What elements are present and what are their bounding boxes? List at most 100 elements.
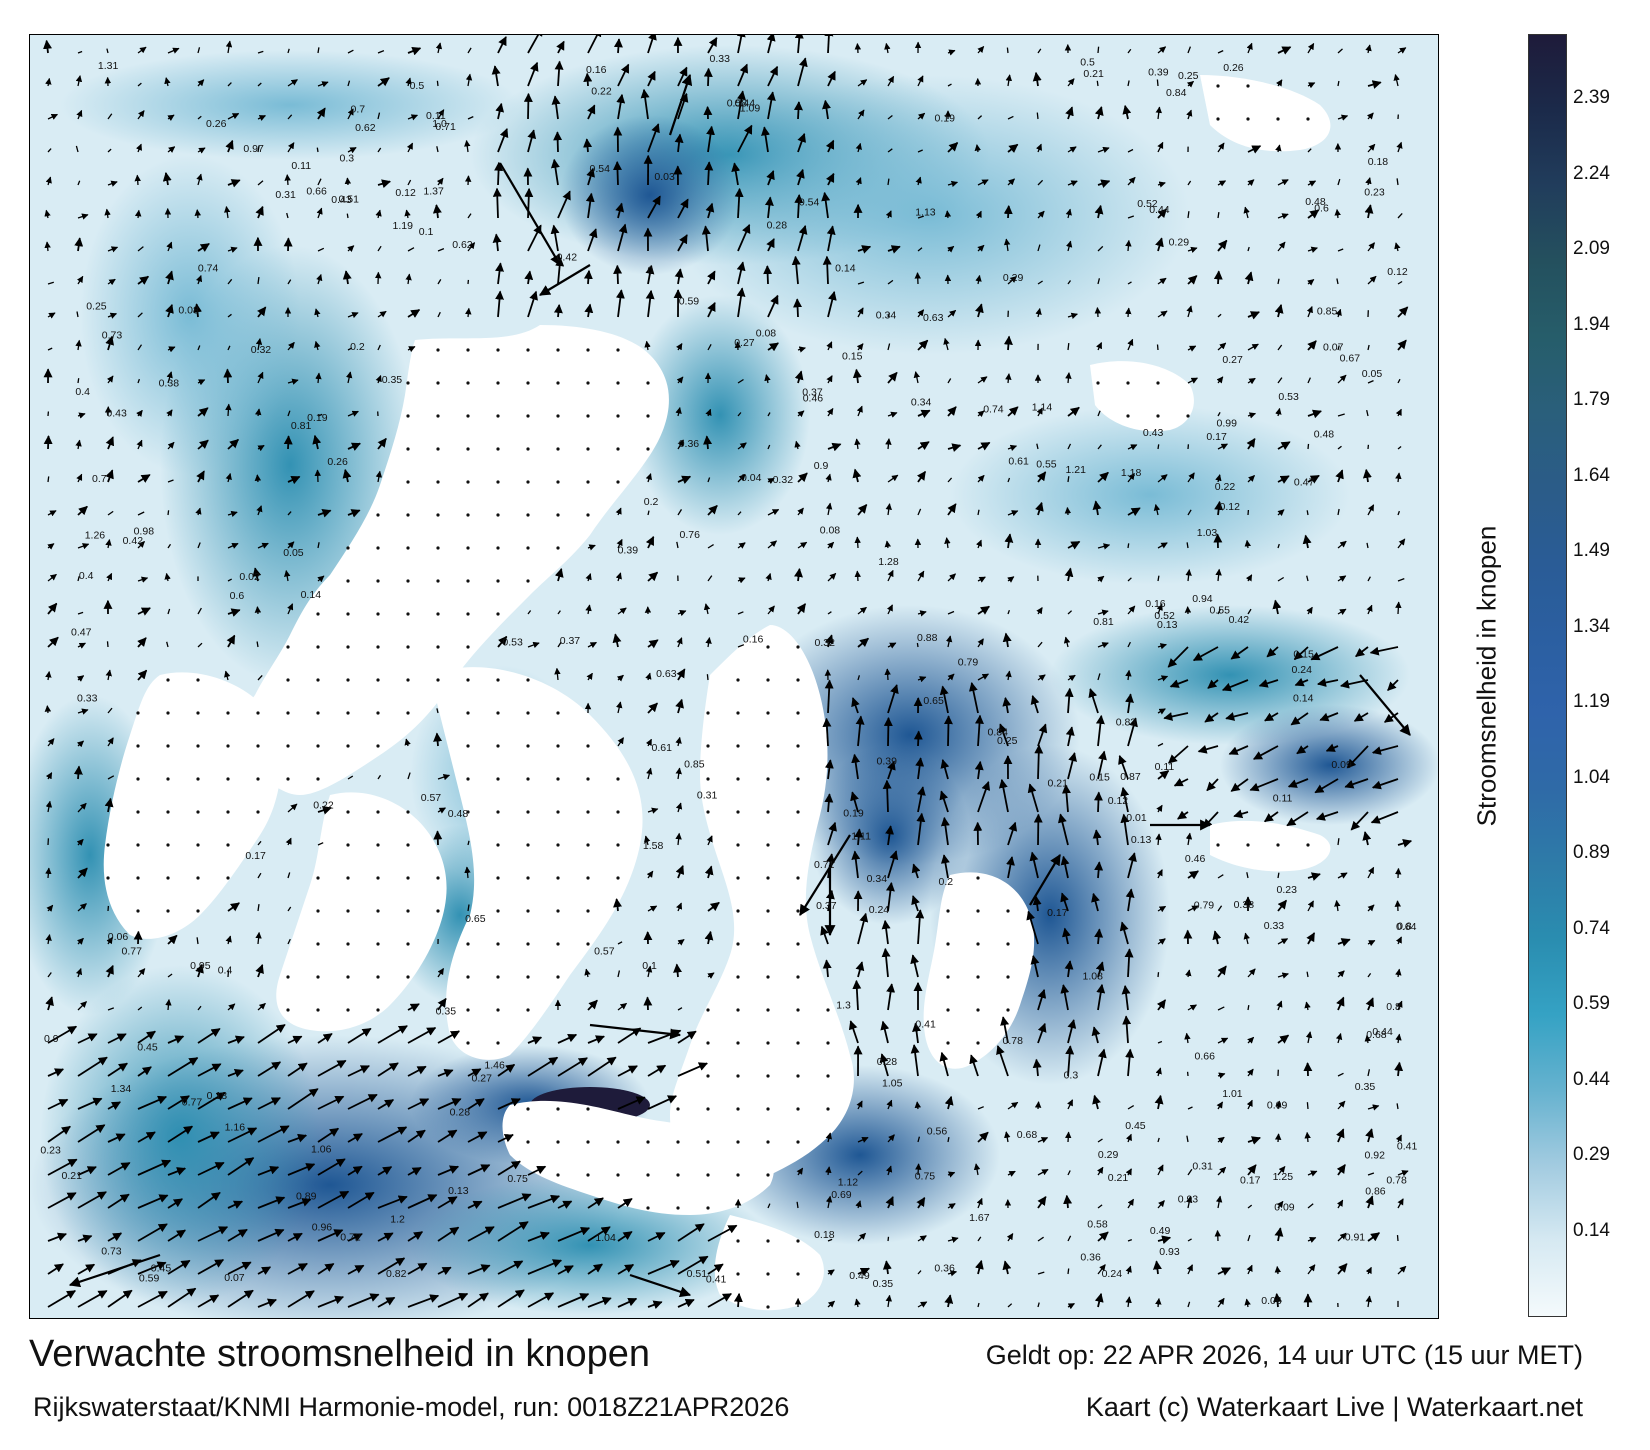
speed-value-label: 0.05: [283, 547, 304, 559]
current-arrow: [912, 1022, 921, 1044]
current-arrow: [1277, 344, 1283, 351]
current-arrow: [44, 241, 51, 252]
speed-value-label: 0.16: [743, 633, 764, 645]
current-arrow: [77, 1001, 87, 1011]
speed-value-label: 0.58: [1087, 1218, 1108, 1230]
speed-value-label: 0.37: [560, 635, 581, 647]
current-arrow: [1395, 1033, 1402, 1044]
current-arrow: [705, 202, 715, 219]
current-arrow: [76, 675, 85, 682]
current-arrow: [167, 1035, 185, 1044]
current-arrow: [77, 1166, 97, 1176]
current-arrow: [1156, 869, 1163, 879]
current-arrow: [825, 139, 835, 153]
land-grid-dot: [616, 480, 620, 484]
current-arrow: [1187, 46, 1192, 54]
current-arrow: [524, 187, 534, 219]
current-arrow: [1346, 745, 1369, 769]
speed-value-label: 0.16: [586, 64, 607, 76]
land-grid-dot: [376, 744, 380, 748]
current-arrow: [968, 682, 979, 714]
current-arrow: [77, 802, 87, 813]
current-arrow: [1037, 1137, 1049, 1144]
current-arrow: [407, 114, 419, 121]
current-arrow: [703, 67, 713, 87]
current-arrow: [45, 670, 52, 681]
current-arrow: [1157, 1137, 1160, 1143]
current-arrow: [497, 1098, 521, 1110]
current-arrow: [47, 148, 52, 153]
speed-value-label: 0.79: [1194, 900, 1215, 912]
current-arrow: [1187, 1106, 1193, 1110]
current-arrow: [1277, 179, 1289, 186]
current-arrow: [916, 470, 927, 483]
current-arrow: [1397, 306, 1409, 318]
current-arrow: [165, 270, 174, 285]
current-arrow: [287, 511, 292, 516]
current-arrow: [1337, 248, 1344, 252]
current-arrow: [1225, 712, 1249, 721]
current-arrow: [645, 289, 655, 318]
current-arrow: [706, 674, 709, 681]
current-arrow: [616, 538, 623, 549]
land-grid-dot: [586, 1140, 590, 1144]
land-grid-dot: [346, 645, 350, 649]
current-arrow: [377, 437, 387, 450]
current-arrow: [1097, 245, 1104, 252]
current-arrow: [767, 342, 779, 352]
current-arrow: [433, 732, 443, 747]
speed-value-label: 1.03: [1197, 527, 1218, 539]
land-grid-dot: [496, 1041, 500, 1045]
map-panel: 0.35 0.27 0.17 0.47 0.48 0.18 0.16 0.12 0.11 0.23…: [29, 34, 1439, 1319]
current-arrow: [617, 607, 627, 615]
current-arrow: [47, 1068, 65, 1077]
current-arrow: [437, 1098, 462, 1110]
land-grid-dot: [346, 546, 350, 550]
current-arrow: [1036, 407, 1043, 417]
speed-value-label: 0.59: [679, 295, 700, 307]
current-arrow: [1124, 948, 1134, 978]
current-arrow: [317, 81, 329, 88]
land-grid-dot: [316, 876, 320, 880]
current-arrow: [344, 177, 352, 186]
current-arrow: [1307, 209, 1320, 219]
current-arrow: [287, 48, 290, 54]
speed-value-label: 0.29: [1098, 1149, 1119, 1161]
speed-value-label: 1.06: [311, 1144, 332, 1156]
current-arrow: [404, 209, 411, 219]
current-arrow: [1276, 79, 1283, 87]
current-arrow: [1118, 754, 1129, 780]
land-small-east: [1210, 820, 1331, 872]
current-arrow: [855, 177, 862, 186]
land-grid-dot: [316, 612, 320, 616]
current-arrow: [76, 473, 83, 483]
current-arrow: [1307, 180, 1317, 187]
current-arrow: [167, 479, 174, 483]
current-arrow: [257, 277, 260, 285]
land-grid-dot: [406, 942, 410, 946]
speed-value-label: 0.06: [1261, 1295, 1282, 1307]
current-arrow: [1157, 770, 1170, 780]
current-arrow: [1217, 239, 1228, 252]
speed-value-label: 0.38: [1234, 899, 1255, 911]
current-arrow: [1007, 276, 1017, 285]
current-arrow: [433, 830, 443, 846]
current-arrow: [73, 765, 83, 780]
land-grid-dot: [526, 711, 530, 715]
land-grid-dot: [526, 579, 530, 583]
land-grid-dot: [556, 711, 560, 715]
current-arrow: [1127, 605, 1136, 615]
land-grid-dot: [1126, 414, 1130, 418]
current-arrow: [377, 1099, 395, 1110]
land-grid-dot: [796, 909, 800, 913]
land-grid-dot: [136, 810, 140, 814]
current-arrow: [137, 474, 151, 483]
current-arrow: [1307, 872, 1321, 881]
speed-value-label: 0.26: [1223, 62, 1244, 74]
speed-value-label: 0.53: [502, 636, 523, 648]
current-arrow: [255, 205, 264, 219]
speed-value-label: 0.25: [86, 301, 107, 313]
current-arrow: [105, 469, 114, 483]
current-arrow: [464, 866, 471, 879]
speed-value-label: 0.1: [419, 226, 434, 238]
